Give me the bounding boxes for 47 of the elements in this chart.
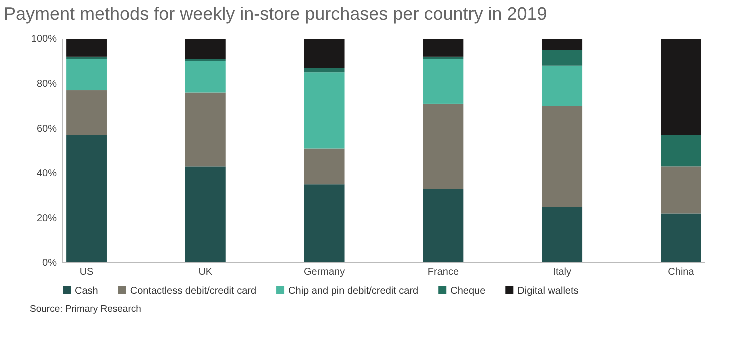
bar — [185, 166, 226, 263]
bar — [185, 92, 226, 167]
bar — [661, 135, 702, 167]
bar — [542, 106, 583, 207]
bar — [304, 72, 345, 149]
bar — [304, 68, 345, 73]
bar — [542, 39, 583, 50]
legend-label: Digital wallets — [518, 286, 579, 297]
x-tick-label: Germany — [304, 267, 346, 278]
bar — [542, 207, 583, 263]
y-tick-label: 20% — [36, 213, 58, 224]
bar — [304, 39, 345, 68]
x-tick-label: UK — [198, 267, 213, 278]
x-tick-label: Italy — [553, 267, 572, 278]
bar — [423, 39, 464, 57]
legend-label: Cash — [75, 286, 98, 297]
x-tick-label: France — [428, 267, 460, 278]
bar — [304, 148, 345, 185]
bar — [185, 39, 226, 60]
bar — [661, 166, 702, 214]
bar — [423, 56, 464, 60]
bar — [66, 135, 107, 263]
y-tick-label: 60% — [36, 124, 58, 135]
bar — [66, 39, 107, 57]
bar — [542, 50, 583, 66]
bar — [66, 56, 107, 60]
y-tick-label: 0% — [42, 258, 58, 270]
y-tick-label: 80% — [36, 79, 58, 90]
bar — [423, 104, 464, 190]
x-tick-label: US — [80, 267, 94, 278]
y-tick-label: 100% — [31, 34, 58, 46]
chart-title: Payment methods for weekly in-store purchases per country in 2019 — [4, 4, 548, 24]
bar — [423, 59, 464, 104]
y-tick-label: 40% — [36, 168, 58, 180]
bar — [66, 90, 107, 136]
source-note: Source: Primary Research — [30, 304, 142, 315]
legend-label: Contactless debit/credit card — [130, 286, 257, 297]
bar — [661, 39, 702, 136]
bar — [304, 184, 345, 263]
legend-label: Chip and pin debit/credit card — [288, 286, 419, 297]
bar — [66, 59, 107, 91]
bar — [542, 66, 583, 106]
x-tick-label: China — [668, 267, 695, 278]
bar — [423, 189, 464, 263]
legend-label: Cheque — [450, 286, 486, 297]
bar — [661, 214, 702, 263]
bar — [185, 61, 226, 93]
